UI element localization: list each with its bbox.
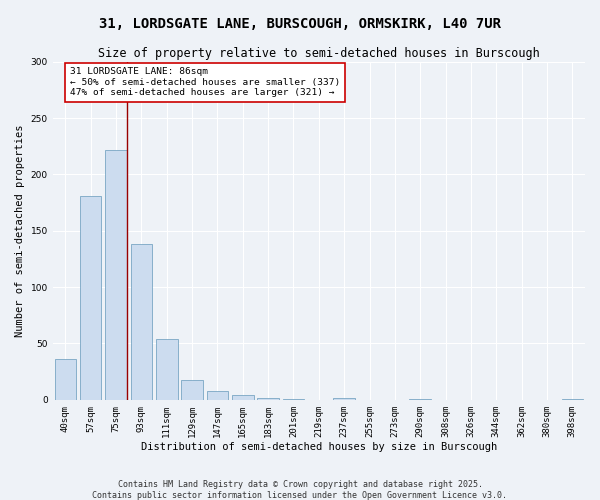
Bar [562,398,583,400]
Title: Size of property relative to semi-detached houses in Burscough: Size of property relative to semi-detach… [98,48,540,60]
Text: 31, LORDSGATE LANE, BURSCOUGH, ORMSKIRK, L40 7UR: 31, LORDSGATE LANE, BURSCOUGH, ORMSKIRK,… [99,18,501,32]
Bar [409,398,431,400]
X-axis label: Distribution of semi-detached houses by size in Burscough: Distribution of semi-detached houses by … [141,442,497,452]
Bar [55,360,76,400]
Bar [257,398,279,400]
Bar [232,396,254,400]
Bar [80,196,101,400]
Bar [105,150,127,400]
Bar [131,244,152,400]
Y-axis label: Number of semi-detached properties: Number of semi-detached properties [15,124,25,337]
Bar [283,398,304,400]
Bar [156,339,178,400]
Text: 31 LORDSGATE LANE: 86sqm
← 50% of semi-detached houses are smaller (337)
47% of : 31 LORDSGATE LANE: 86sqm ← 50% of semi-d… [70,68,340,97]
Bar [206,391,228,400]
Text: Contains HM Land Registry data © Crown copyright and database right 2025.
Contai: Contains HM Land Registry data © Crown c… [92,480,508,500]
Bar [334,398,355,400]
Bar [181,380,203,400]
